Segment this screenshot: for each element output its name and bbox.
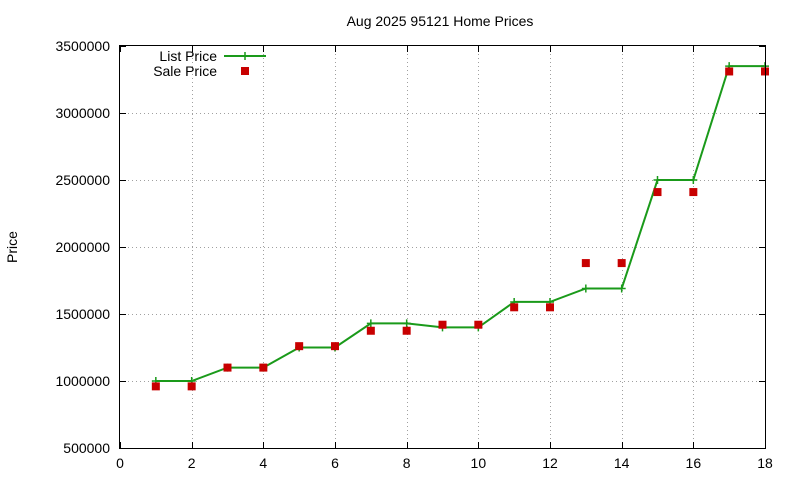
legend-sale-price-marker [241, 67, 249, 75]
y-tick-label: 500000 [63, 440, 110, 456]
list-price-point [689, 176, 698, 184]
grid-lines [120, 46, 765, 448]
y-axis-label: Price [4, 231, 20, 263]
sale-price-point [259, 363, 268, 372]
sale-price-point [438, 320, 447, 329]
list-price-line [155, 65, 765, 382]
legend: List Price Sale Price [153, 48, 266, 79]
list-price-point [617, 284, 626, 293]
list-price-point [366, 319, 375, 328]
list-price-point [581, 284, 590, 293]
sale-price-point [366, 326, 375, 335]
list-price-point [653, 176, 662, 184]
sale-price-point [187, 382, 196, 391]
y-tick-label: 2000000 [55, 239, 110, 255]
legend-sale-price-label: Sale Price [153, 63, 217, 79]
sale-price-point [331, 342, 339, 351]
sale-price-point [402, 326, 411, 335]
sale-price-point [295, 342, 304, 351]
sale-price-point [474, 320, 483, 329]
sale-price-point [223, 363, 232, 372]
x-tick-labels: 0 2 4 6 8 10 12 14 16 18 [116, 455, 773, 471]
plot-frame [119, 45, 766, 449]
x-tick-label: 14 [614, 455, 630, 471]
sale-price-point [151, 382, 160, 391]
x-tick-label: 18 [757, 455, 773, 471]
chart-title: Aug 2025 95121 Home Prices [347, 13, 534, 29]
legend-list-price-marker [241, 52, 249, 60]
legend-list-price-label: List Price [159, 48, 217, 64]
y-tick-label: 3500000 [55, 38, 110, 54]
sale-price-point [617, 259, 626, 268]
y-tick-label: 1500000 [55, 306, 110, 322]
y-tick-label: 3000000 [55, 105, 110, 121]
sale-price-point [581, 259, 590, 268]
x-tick-label: 6 [331, 455, 339, 471]
x-tick-label: 4 [259, 455, 267, 471]
x-tick-label: 8 [403, 455, 411, 471]
x-tick-label: 0 [116, 455, 124, 471]
x-tick-label: 10 [471, 455, 487, 471]
sale-price-point [689, 188, 698, 197]
y-tick-labels: 500000 1000000 1500000 2000000 2500000 300000… [55, 38, 110, 456]
sale-price-point [653, 188, 662, 197]
sale-price-point [546, 303, 554, 312]
x-tick-label: 2 [188, 455, 196, 471]
y-tick-label: 1000000 [55, 373, 110, 389]
series-group [151, 62, 769, 391]
list-price-point [402, 319, 411, 328]
x-tick-label: 12 [542, 455, 558, 471]
sale-price-point [510, 303, 519, 312]
x-tick-label: 16 [686, 455, 702, 471]
y-tick-label: 2500000 [55, 172, 110, 188]
sale-price-point [725, 67, 734, 76]
